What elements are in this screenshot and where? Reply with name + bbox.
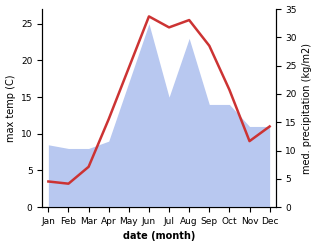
X-axis label: date (month): date (month)	[123, 231, 195, 242]
Y-axis label: med. precipitation (kg/m2): med. precipitation (kg/m2)	[302, 43, 313, 174]
Y-axis label: max temp (C): max temp (C)	[5, 74, 16, 142]
